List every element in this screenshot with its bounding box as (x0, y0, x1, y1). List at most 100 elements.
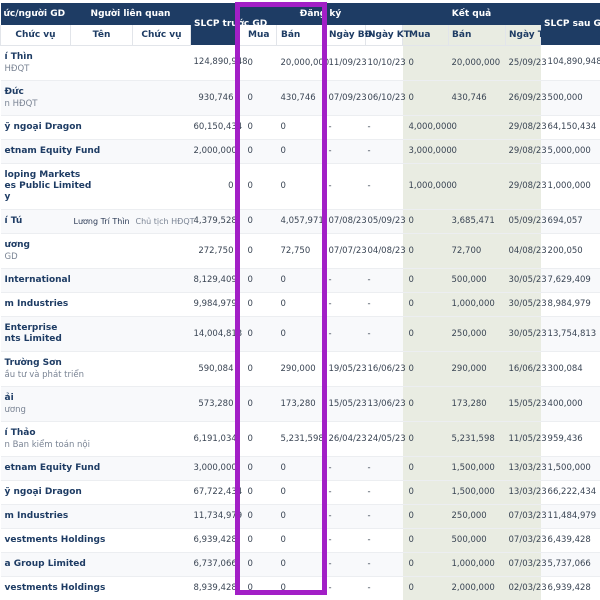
cell-exec-date: 07/03/23 (505, 552, 547, 577)
cell-registered-sell: 0 (276, 480, 327, 505)
cell-start-date: - (326, 292, 366, 317)
cell-shares-after: 6,939,428 (540, 576, 600, 600)
exec-date-value: 29/08/23 (508, 146, 547, 156)
end-date-value: 10/10/23 (367, 57, 406, 68)
org-name: International (4, 274, 71, 285)
header-shares-after: SLCP sau GD (540, 3, 600, 45)
table-row: Đức n HĐQT 930,746 0 430,746 07/09/23 06… (0, 80, 600, 116)
exec-date-value: 16/06/23 (508, 363, 547, 374)
cell-shares-before: 0 (190, 163, 239, 210)
cell-result-sell: 0 (448, 163, 506, 210)
cell-shares-after: 1,000,000 (540, 163, 600, 210)
cell-result-buy: 0 (402, 576, 449, 600)
cell-shares-after: 7,629,409 (540, 268, 600, 293)
shares-after-value: 1,500,000 (547, 463, 591, 473)
header-registered-group: Đăng ký (238, 3, 403, 25)
cell-end-date: - (365, 504, 403, 529)
org-name: Trường Sơn (4, 357, 62, 368)
cell-shares-before: 4,379,528 (190, 209, 239, 234)
cell-exec-date: 07/03/23 (505, 504, 547, 529)
table-row: í Thìn HĐQT 124,890,948 0 20,000,000 11/… (0, 45, 600, 81)
cell-start-date: - (326, 576, 366, 600)
cell-result-sell: 2,000,000 (448, 576, 506, 600)
org-position: ương (4, 404, 26, 415)
registered-sell-value: 0 (280, 463, 286, 473)
cell-shares-before: 590,084 (190, 351, 239, 387)
cell-related-position (132, 292, 191, 317)
org-name: m Industries (4, 298, 69, 309)
cell-end-date: - (365, 480, 403, 505)
cell-related-position (132, 552, 191, 577)
cell-registered-buy: 0 (238, 80, 277, 116)
cell-shares-before: 6,191,034 (190, 421, 239, 457)
cell-result-buy: 0 (402, 528, 449, 553)
result-sell-value: 173,280 (451, 398, 487, 409)
cell-end-date: - (365, 456, 403, 481)
cell-related-position (132, 45, 191, 81)
exec-date-value: 26/09/23 (508, 92, 547, 103)
related-position: Chủ tịch HĐQT (135, 216, 195, 226)
cell-result-sell: 3,685,471 (448, 209, 506, 234)
subheader-registered-sell: Bán (276, 25, 327, 46)
result-sell-value: 500,000 (451, 275, 487, 285)
cell-related-name (70, 421, 133, 457)
result-sell-value: 500,000 (451, 535, 487, 545)
shares-before-value: 6,737,066 (193, 559, 237, 569)
shares-after-value: 200,050 (547, 245, 583, 256)
end-date-value: - (367, 583, 371, 593)
shares-before-value: 4,379,528 (193, 216, 237, 226)
cell-shares-before: 6,737,066 (190, 552, 239, 577)
cell-end-date: - (365, 576, 403, 600)
cell-exec-date: 29/08/23 (505, 139, 547, 164)
table-row: í Thảo n Ban kiểm toán nội 6,191,034 0 5… (0, 421, 600, 457)
cell-related-name (70, 292, 133, 317)
related-name: Lương Trí Thìn (73, 216, 130, 226)
result-sell-value: 1,000,000 (451, 299, 495, 309)
org-name: í Tú (4, 215, 23, 226)
table-row: vestments Holdings 6,939,428 0 0 - - 0 5… (0, 528, 600, 553)
cell-related-position (132, 80, 191, 116)
cell-shares-before: 3,000,000 (190, 456, 239, 481)
cell-end-date: 06/10/23 (365, 80, 406, 116)
start-date-value: 15/05/23 (328, 398, 367, 409)
cell-result-buy: 0 (402, 421, 449, 457)
registered-buy-value: 0 (247, 275, 253, 285)
result-sell-value: 1,500,000 (451, 487, 495, 497)
end-date-value: 05/09/23 (367, 216, 406, 226)
cell-result-sell: 173,280 (448, 386, 506, 422)
shares-after-value: 300,084 (547, 363, 583, 374)
cell-result-buy: 0 (402, 209, 449, 234)
cell-shares-after: 400,000 (540, 386, 600, 422)
org-name: Đức (4, 86, 24, 97)
shares-after-value: 8,984,979 (547, 299, 591, 309)
cell-organization: m Industries (0, 292, 71, 317)
org-name: ỹ ngoại Dragon (4, 121, 82, 132)
cell-shares-before: 60,150,434 (190, 115, 242, 140)
start-date-value: - (328, 181, 332, 191)
exec-date-value: 30/05/23 (508, 299, 547, 309)
cell-result-sell: 500,000 (448, 268, 506, 293)
cell-related-name: Lương Trí Thìn (70, 209, 133, 234)
cell-shares-after: 5,737,066 (540, 552, 600, 577)
cell-result-buy: 1,000,000 (402, 163, 452, 210)
cell-shares-after: 104,890,948 (540, 45, 600, 81)
result-sell-value: 72,700 (451, 245, 482, 256)
registered-sell-value: 0 (280, 535, 286, 545)
table-row: loping Markets es Public Limited y 0 0 0… (0, 163, 600, 210)
registered-buy-value: 0 (247, 146, 253, 156)
result-buy-value: 0 (408, 583, 414, 593)
result-buy-value: 0 (408, 92, 414, 103)
cell-end-date: 10/10/23 (365, 45, 406, 81)
cell-start-date: 07/08/23 (326, 209, 367, 234)
registered-buy-value: 0 (247, 328, 253, 339)
registered-sell-value: 4,057,971 (280, 216, 324, 226)
cell-related-name (70, 233, 133, 269)
cell-registered-buy: 0 (238, 351, 277, 387)
table-row: Trường Sơn ầu tư và phát triển 590,084 0… (0, 351, 600, 387)
end-date-value: - (367, 181, 371, 191)
cell-related-position (132, 456, 191, 481)
shares-before-value: 8,939,428 (193, 583, 237, 593)
subheader-result-exec-date: Ngày TH (505, 25, 551, 46)
cell-organization: Enterprise nts Limited (0, 316, 71, 352)
shares-before-value: 6,939,428 (193, 535, 237, 545)
